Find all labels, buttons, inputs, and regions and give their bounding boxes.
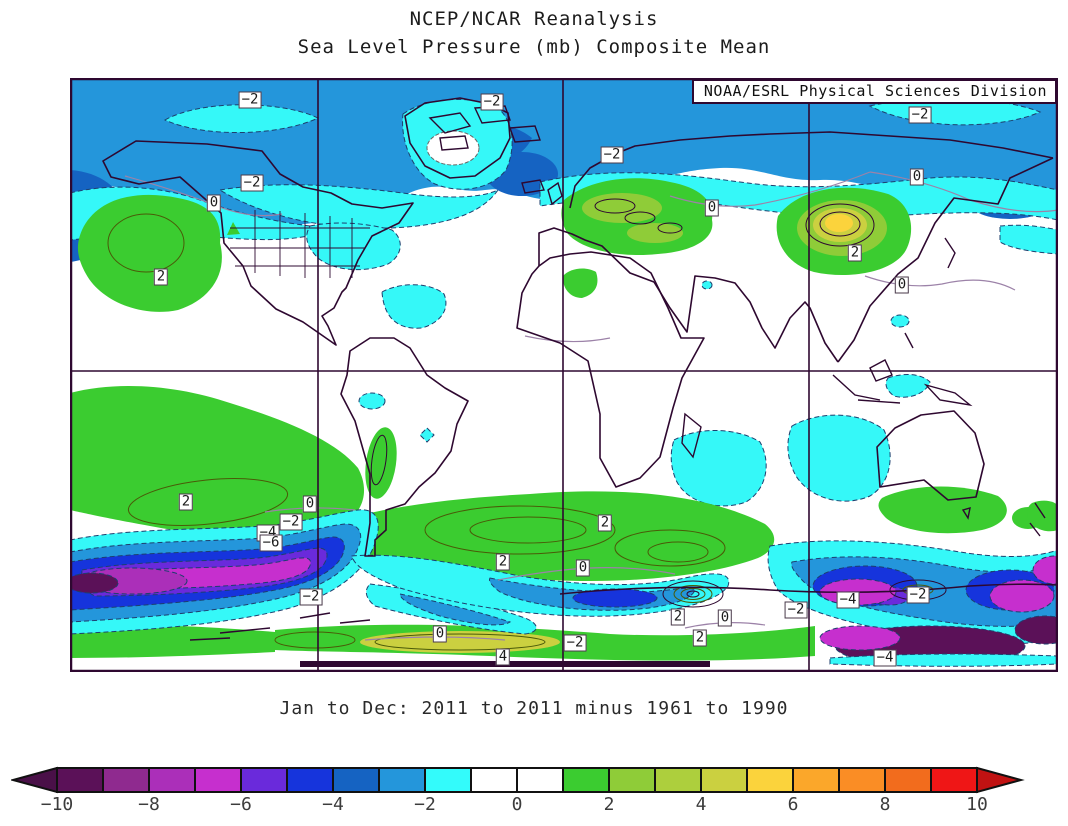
colorbar-tick-label: −8: [138, 794, 160, 815]
contour-label: −2: [906, 586, 930, 604]
colorbar-tick-label: −4: [322, 794, 344, 815]
contour-label: 0: [909, 168, 925, 186]
map-frame: NOAA/ESRL Physical Sciences Division −2 −…: [70, 78, 1058, 672]
contour-label: −2: [908, 106, 932, 124]
colorbar-tick-label: −2: [414, 794, 436, 815]
contour-label: 0: [432, 625, 448, 643]
credit-box: NOAA/ESRL Physical Sciences Division: [691, 79, 1057, 104]
colorbar-tick-label: 6: [787, 794, 799, 815]
page-subtitle: Sea Level Pressure (mb) Composite Mean: [297, 36, 771, 58]
contour-label: 0: [717, 609, 733, 627]
contour-label: 2: [153, 268, 169, 286]
contour-label: −2: [784, 601, 808, 619]
page-title: NCEP/NCAR Reanalysis: [409, 8, 659, 30]
colorbar-ticks: −10 −8 −6 −4 −2 0 2 4 6 8 10: [11, 794, 1057, 818]
colorbar-tick-label: 0: [511, 794, 523, 815]
colorbar: −10 −8 −6 −4 −2 0 2 4 6 8 10: [9, 766, 1057, 822]
contour-label: −2: [563, 634, 587, 652]
colorbar-tick-label: 8: [879, 794, 891, 815]
composite-caption: Jan to Dec: 2011 to 2011 minus 1961 to 1…: [279, 698, 789, 719]
contour-label: 0: [206, 194, 222, 212]
contour-label: 2: [495, 553, 511, 571]
contour-label: −4: [836, 591, 860, 609]
colorbar-tick-label: 10: [966, 794, 988, 815]
contour-label: 0: [894, 276, 910, 294]
contour-label: 0: [302, 495, 318, 513]
colorbar-tick-label: −6: [230, 794, 252, 815]
contour-label: −4: [873, 649, 897, 667]
contour-label: 4: [495, 648, 511, 666]
contour-label: −2: [279, 513, 303, 531]
contour-label: −2: [299, 588, 323, 606]
contour-label: 0: [704, 199, 720, 217]
colorbar-scale: [9, 766, 1025, 794]
contour-label: 2: [597, 514, 613, 532]
world-map-canvas: [70, 78, 1058, 672]
contour-label: −2: [480, 93, 504, 111]
contour-label: 0: [575, 559, 591, 577]
contour-label: 2: [847, 244, 863, 262]
colorbar-tick-label: 4: [695, 794, 707, 815]
contour-label: 2: [178, 493, 194, 511]
contour-label: −2: [238, 91, 262, 109]
colorbar-tick-label: 2: [603, 794, 615, 815]
contour-label: −2: [240, 174, 264, 192]
contour-label: 2: [692, 629, 708, 647]
contour-label: 2: [670, 608, 686, 626]
colorbar-tick-label: −10: [40, 794, 74, 815]
contour-label: −6: [259, 534, 283, 552]
contour-label: −2: [600, 146, 624, 164]
